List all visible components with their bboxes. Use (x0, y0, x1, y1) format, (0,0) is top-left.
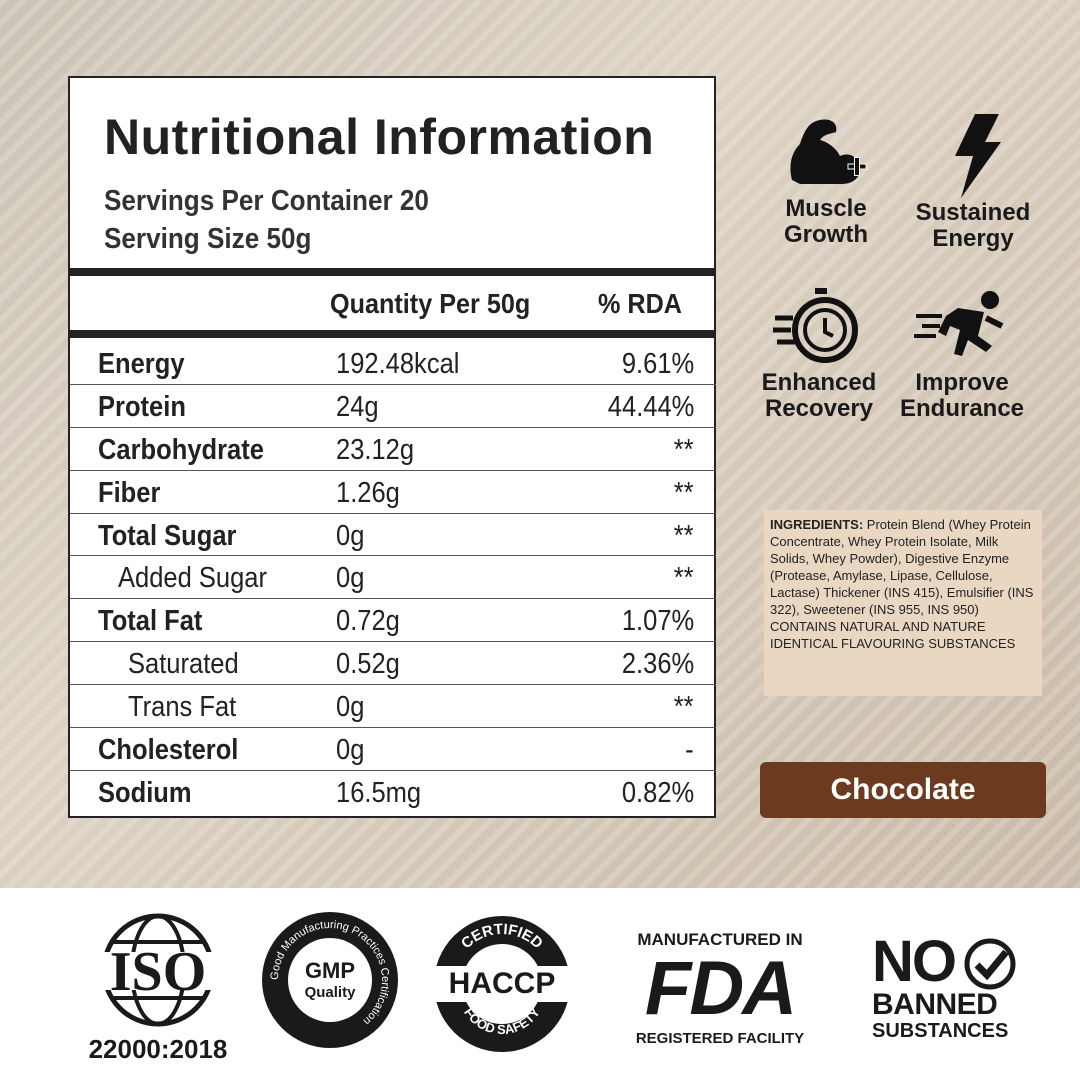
ingredients-label: INGREDIENTS: (770, 517, 864, 532)
benefit-label-line: Energy (932, 225, 1014, 252)
nutrient-quantity: 0g (336, 562, 365, 595)
nutrient-rda: 0.82% (621, 776, 694, 809)
flexed-arm-icon (790, 119, 867, 184)
benefit-label: Muscle Growth (746, 196, 906, 248)
divider-bar (70, 268, 716, 276)
no-banned-badge: NO BANNED SUBSTANCES (868, 932, 1024, 1052)
nutrient-quantity: 192.48kcal (336, 348, 460, 380)
nutrient-quantity: 0g (336, 691, 365, 724)
nutrient-name: Fiber (98, 476, 161, 509)
nutrient-quantity: 16.5mg (336, 776, 422, 809)
benefit-enhanced-recovery: Enhanced Recovery (739, 286, 899, 422)
nutrient-rda: 9.61% (621, 348, 694, 380)
divider-bar (70, 330, 716, 338)
flavor-badge: Chocolate (760, 762, 1046, 818)
nutrient-name: Sodium (98, 776, 192, 809)
iso-text: ISO (109, 941, 207, 1003)
nutrient-quantity: 0.72g (336, 605, 400, 638)
benefit-label-line: Improve (915, 369, 1009, 396)
banned-text: BANNED (872, 988, 998, 1021)
nutrient-rda: 1.07% (621, 605, 694, 638)
gmp-seal: Good Manufacturing Practices Certificati… (262, 912, 398, 1048)
nutrient-rda: ** (674, 691, 694, 724)
haccp-seal: CERTIFIED FOOD SAFETY (432, 916, 572, 1052)
stopwatch-icon (773, 288, 858, 363)
nutrient-quantity: 23.12g (336, 433, 415, 466)
nutrient-name: Carbohydrate (98, 433, 264, 466)
fda-bottom-text: REGISTERED FACILITY (635, 1030, 805, 1047)
nutrient-name: Added Sugar (118, 562, 267, 595)
iso-badge: ISO 22000:2018 (78, 912, 238, 1068)
serving-info: Servings Per Container 20 Serving Size 5… (104, 182, 429, 258)
table-row: Energy 192.48kcal 9.61% (70, 342, 716, 385)
nutrient-rda: ** (674, 433, 694, 466)
servings-per-container: Servings Per Container 20 (104, 185, 429, 217)
column-header-rda: % RDA (598, 288, 683, 319)
fda-badge: MANUFACTURED IN FDA REGISTERED FACILITY (620, 930, 820, 1050)
nutrition-rows: Energy 192.48kcal 9.61% Protein 24g 44.4… (70, 342, 716, 814)
globe-icon (96, 913, 220, 1027)
substances-text: SUBSTANCES (872, 1020, 1009, 1042)
nutrient-quantity: 0g (336, 734, 365, 767)
nutrient-rda: 2.36% (621, 648, 694, 681)
benefit-label-line: Endurance (899, 395, 1025, 422)
nutrition-panel: Nutritional Information Servings Per Con… (68, 76, 716, 818)
ingredients-text: Protein Blend (Whey Protein Concentrate,… (770, 517, 1034, 651)
gmp-badge: Good Manufacturing Practices Certificati… (260, 910, 400, 1050)
nutrient-rda: ** (674, 519, 694, 552)
no-text: NO (872, 929, 957, 994)
gmp-text: GMP (304, 958, 356, 983)
panel-title: Nutritional Information (104, 109, 655, 165)
table-row: Fiber 1.26g ** (70, 471, 716, 514)
benefit-sustained-energy: Sustained Energy (893, 112, 1053, 252)
runner-icon (914, 291, 1004, 356)
fda-text: FDA (644, 946, 797, 1031)
nutrient-name: Saturated (128, 648, 239, 681)
benefit-label-line: Enhanced (761, 369, 877, 396)
haccp-text: HACCP (448, 967, 556, 1000)
benefit-label-line: Recovery (764, 395, 874, 422)
nutrient-quantity: 24g (336, 390, 379, 423)
benefit-label: Improve Endurance (882, 370, 1042, 422)
table-row: Carbohydrate 23.12g ** (70, 428, 716, 471)
benefit-improve-endurance: Improve Endurance (882, 286, 1042, 422)
nutrient-quantity: 0g (336, 519, 365, 552)
nutrient-name: Total Sugar (98, 519, 237, 552)
fda-top-text: MANUFACTURED IN (637, 930, 803, 949)
nutrient-rda: - (685, 734, 694, 767)
checkmark-icon (964, 938, 1016, 990)
nutrient-quantity: 0.52g (336, 648, 400, 681)
nutrient-name: Protein (98, 390, 186, 423)
table-row: Total Sugar 0g ** (70, 514, 716, 557)
nutrient-name: Total Fat (98, 605, 203, 638)
table-row: Sodium 16.5mg 0.82% (70, 771, 716, 814)
nutrient-name: Cholesterol (98, 734, 239, 767)
table-row: Cholesterol 0g - (70, 728, 716, 771)
benefit-muscle-growth: Muscle Growth (746, 112, 906, 248)
lightning-bolt-icon (955, 114, 1001, 198)
benefit-label-line: Muscle (785, 195, 867, 222)
table-row: Protein 24g 44.44% (70, 385, 716, 428)
column-header-quantity: Quantity Per 50g (330, 288, 531, 319)
table-row: Saturated 0.52g 2.36% (70, 642, 716, 686)
serving-size: Serving Size 50g (104, 223, 312, 255)
nutrient-name: Trans Fat (128, 691, 237, 724)
benefit-label-line: Sustained (915, 199, 1031, 226)
table-row: Total Fat 0.72g 1.07% (70, 599, 716, 643)
table-row: Trans Fat 0g ** (70, 685, 716, 729)
haccp-badge: CERTIFIED FOOD SAFETY HACCP (432, 906, 572, 1056)
gmp-quality-text: Quality (304, 984, 356, 1001)
nutrient-name: Energy (98, 348, 185, 380)
nutrient-rda: ** (674, 476, 694, 509)
benefit-label: Enhanced Recovery (739, 370, 899, 422)
nutrient-rda: 44.44% (607, 390, 694, 423)
benefit-label: Sustained Energy (893, 200, 1053, 252)
benefit-label-line: Growth (784, 221, 868, 248)
nutrient-rda: ** (674, 562, 694, 595)
iso-number: 22000:2018 (88, 1034, 228, 1064)
table-row: Added Sugar 0g ** (70, 556, 716, 600)
ingredients-box: INGREDIENTS: Protein Blend (Whey Protein… (764, 510, 1042, 696)
nutrient-quantity: 1.26g (336, 476, 400, 509)
